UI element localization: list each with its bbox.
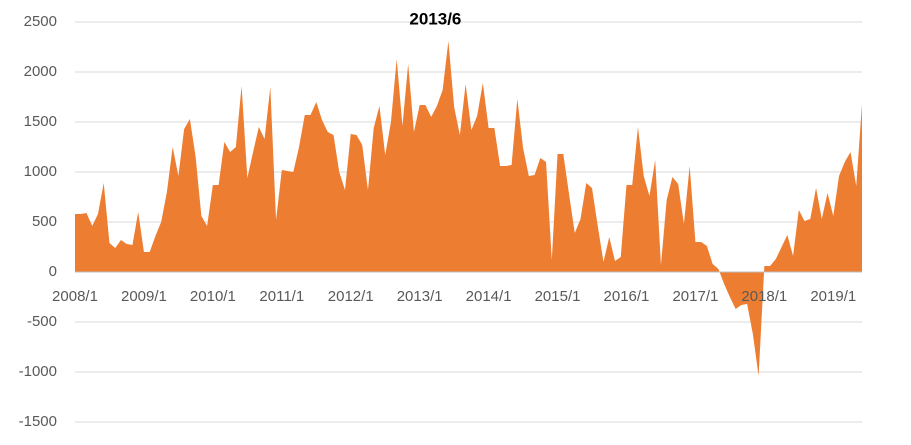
x-tick-label: 2019/1 (810, 288, 856, 305)
annotation: 2013/6 (409, 9, 461, 28)
x-tick-label: 2013/1 (397, 288, 443, 305)
y-tick-label: 1000 (24, 163, 57, 180)
y-tick-label: 500 (32, 213, 57, 230)
x-tick-label: 2010/1 (190, 288, 236, 305)
x-tick-label: 2009/1 (121, 288, 167, 305)
x-tick-label: 2018/1 (741, 288, 787, 305)
y-tick-label: -1500 (19, 413, 57, 430)
y-tick-label: 0 (49, 263, 57, 280)
y-tick-label: 1500 (24, 113, 57, 130)
x-tick-label: 2017/1 (672, 288, 718, 305)
y-tick-label: -500 (27, 313, 57, 330)
x-tick-label: 2015/1 (535, 288, 581, 305)
y-tick-label: 2500 (24, 13, 57, 30)
x-tick-label: 2012/1 (328, 288, 374, 305)
y-tick-label: -1000 (19, 363, 57, 380)
x-tick-label: 2014/1 (466, 288, 512, 305)
x-tick-label: 2016/1 (604, 288, 650, 305)
x-tick-label: 2011/1 (259, 288, 304, 305)
y-tick-label: 2000 (24, 63, 57, 80)
area (75, 41, 862, 376)
x-tick-label: 2008/1 (52, 288, 98, 305)
